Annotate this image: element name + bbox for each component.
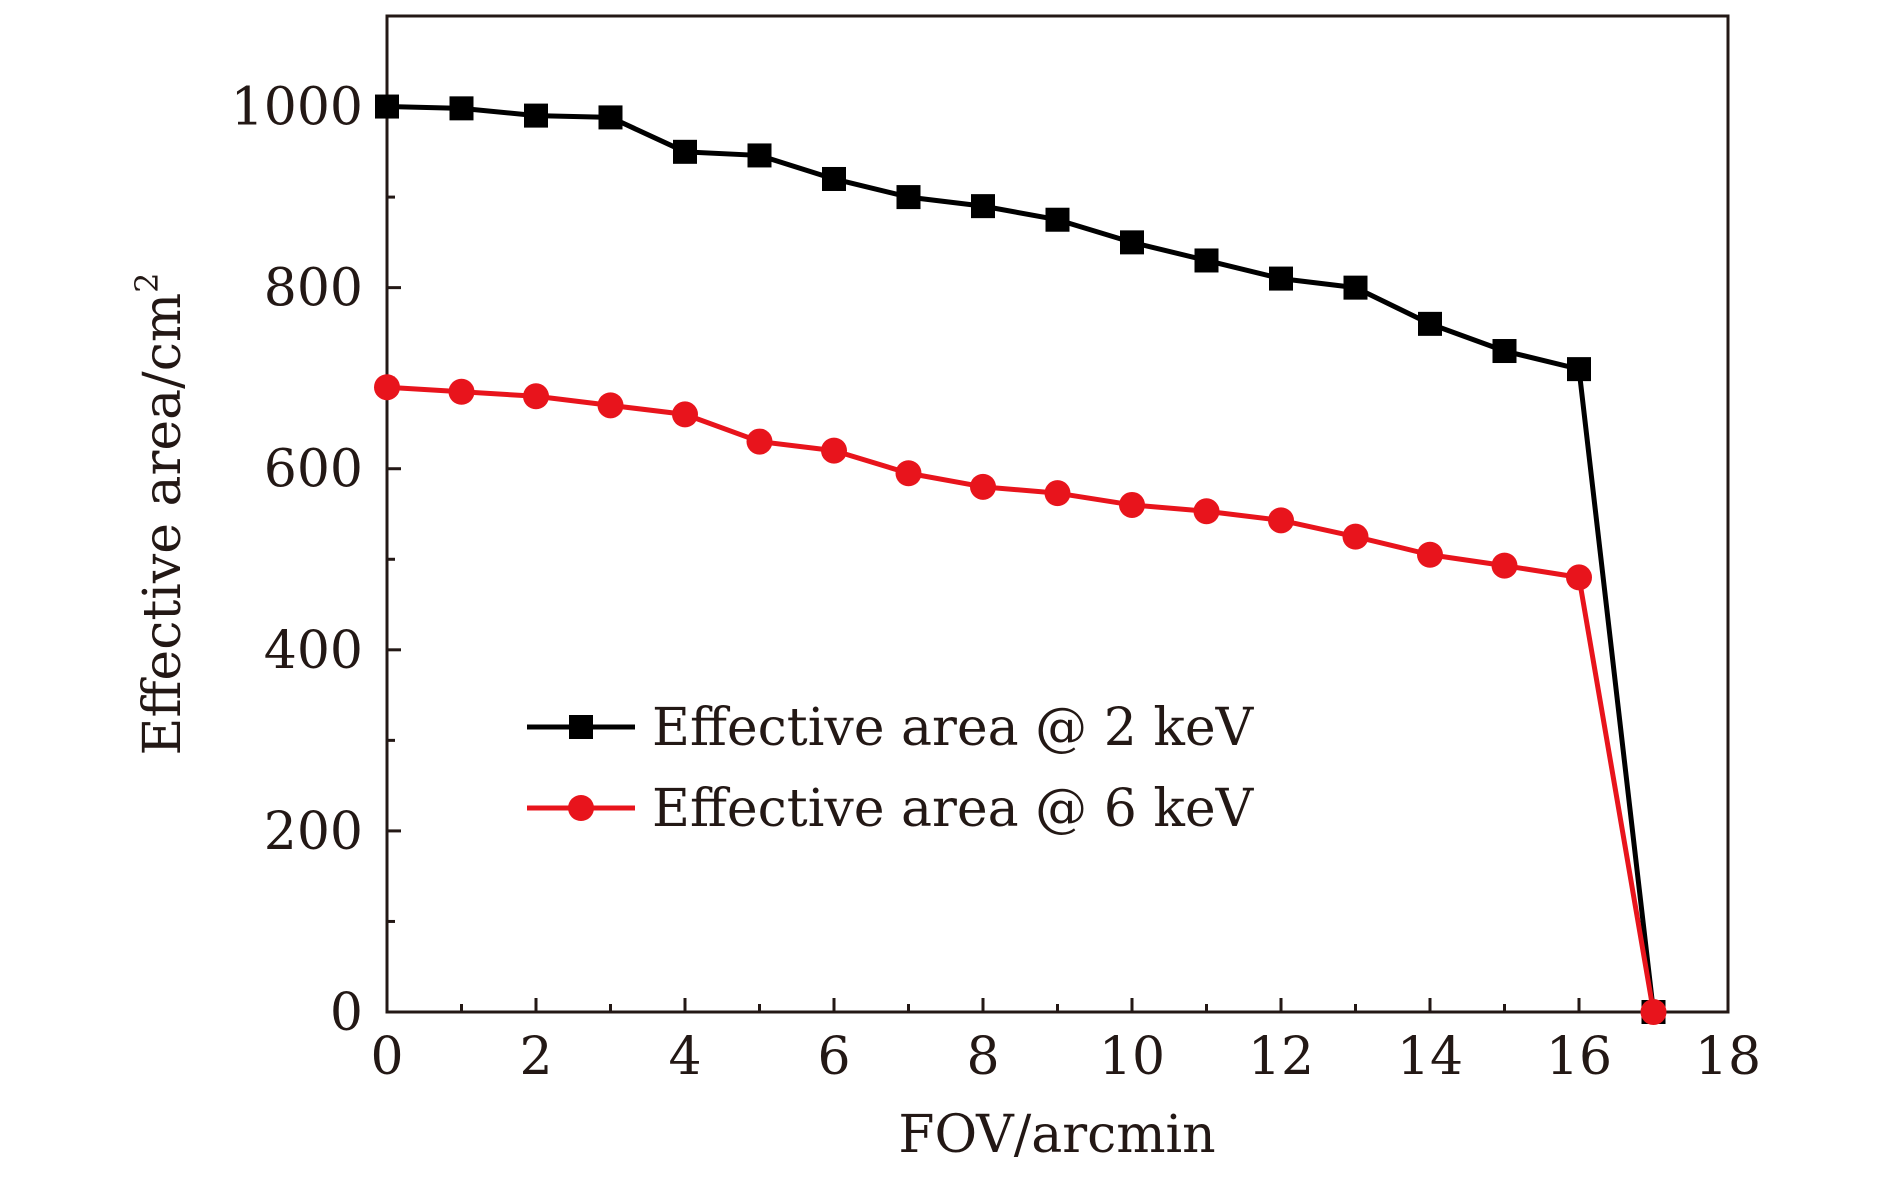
data-point-circle — [448, 378, 475, 405]
data-point-circle — [1119, 491, 1145, 518]
x-tick-label: 12 — [1248, 1027, 1314, 1087]
data-point-square — [524, 103, 548, 128]
x-tick-label: 4 — [668, 1027, 701, 1087]
data-point-square — [1120, 230, 1144, 255]
data-point-square — [822, 166, 846, 191]
data-point-circle — [597, 392, 624, 419]
axes: 0 2 4 6 8 10 12 14 16 18 0 200 400 600 800 1000 — [231, 78, 1761, 1087]
x-tick-label: 8 — [966, 1027, 999, 1087]
y-tick-label: 1000 — [231, 78, 363, 138]
legend-marker-square — [569, 715, 593, 739]
data-point-circle — [895, 460, 922, 487]
y-tick-label: 200 — [264, 802, 363, 862]
series-line — [386, 104, 1656, 1013]
data-point-square — [673, 139, 697, 164]
legend-marker-circle — [568, 795, 594, 821]
x-axis-title: FOV/arcmin — [898, 1105, 1215, 1165]
y-tick-label: 0 — [330, 983, 363, 1043]
data-point-circle — [746, 428, 773, 455]
legend-label: Effective area @ 2 keV — [652, 698, 1255, 758]
data-point-circle — [1044, 480, 1071, 507]
data-point-square — [449, 96, 474, 121]
data-point-square — [1418, 311, 1442, 336]
legend-item-1: Effective area @ 2 keV — [527, 698, 1255, 758]
y-tick-label: 600 — [264, 440, 363, 500]
x-tick-label: 10 — [1099, 1027, 1165, 1087]
legend: Effective area @ 2 keV Effective area @ 6… — [527, 698, 1255, 839]
y-axis-title: Effective area/cm2 — [128, 273, 193, 756]
data-point-square — [598, 105, 623, 130]
data-point-circle — [374, 374, 400, 401]
legend-item-2: Effective area @ 6 keV — [527, 779, 1255, 839]
data-point-circle — [1566, 564, 1592, 591]
y-axis-title-superscript: 2 — [128, 273, 166, 293]
data-point-square — [1194, 248, 1219, 273]
data-point-square — [1045, 207, 1070, 232]
data-point-square — [896, 185, 921, 210]
x-tick-label: 18 — [1695, 1027, 1761, 1087]
x-tick-label: 6 — [817, 1027, 850, 1087]
series-layer — [374, 94, 1667, 1025]
data-point-circle — [1417, 541, 1443, 568]
data-point-circle — [672, 401, 698, 428]
data-point-square — [1492, 339, 1517, 364]
data-point-circle — [970, 473, 996, 500]
x-tick-label: 14 — [1397, 1027, 1463, 1087]
series-2 — [374, 374, 1667, 1025]
x-tick-label: 16 — [1546, 1027, 1612, 1087]
data-point-circle — [821, 437, 847, 464]
data-point-circle — [1491, 552, 1518, 579]
y-axis-title-main: Effective area/cm — [133, 293, 193, 756]
y-tick-label: 400 — [264, 621, 363, 681]
x-tick-label: 2 — [519, 1027, 552, 1087]
data-point-square — [1343, 275, 1368, 300]
data-point-square — [375, 94, 399, 119]
data-point-circle — [1640, 999, 1667, 1025]
data-point-circle — [523, 383, 549, 410]
legend-label: Effective area @ 6 keV — [652, 779, 1255, 839]
data-point-circle — [1342, 523, 1369, 550]
plot-frame — [385, 14, 1730, 1014]
data-point-square — [1567, 357, 1591, 382]
data-point-circle — [1268, 507, 1294, 534]
x-tick-label: 0 — [370, 1027, 403, 1087]
data-point-square — [1269, 266, 1293, 291]
data-point-square — [747, 143, 772, 168]
y-tick-label: 800 — [264, 259, 363, 319]
data-point-square — [971, 194, 995, 219]
data-point-circle — [1193, 498, 1220, 525]
